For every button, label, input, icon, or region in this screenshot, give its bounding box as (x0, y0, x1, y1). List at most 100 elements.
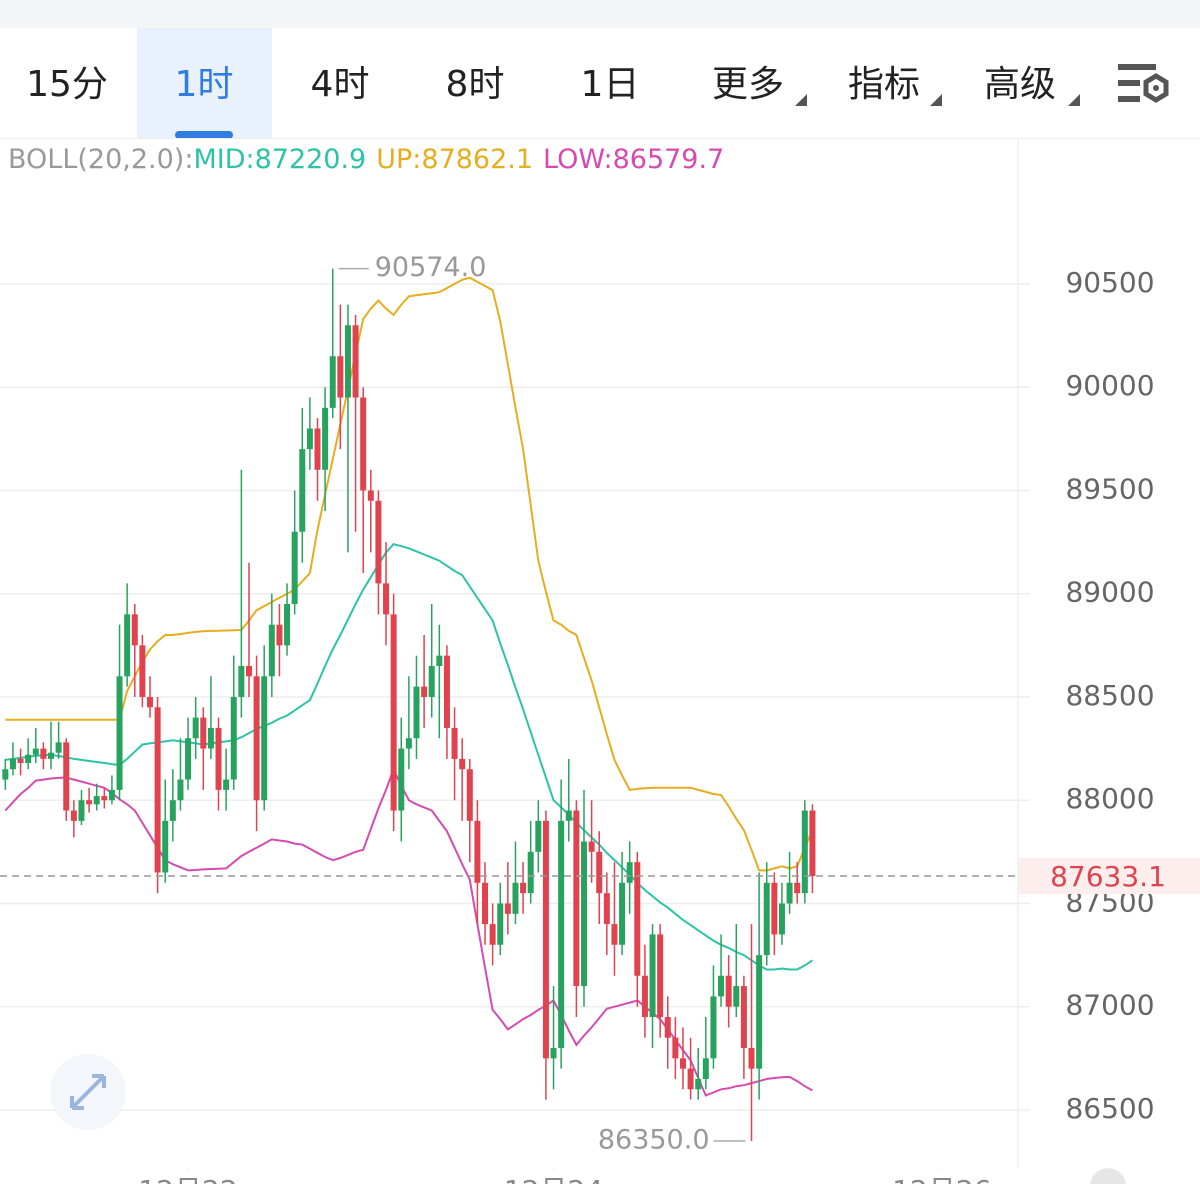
candle-body (482, 882, 489, 925)
tab-bar: 15分 1时 4时 8时 1日 更多 指标 高级 (26, 64, 1056, 105)
tab[interactable]: 8时 (446, 64, 505, 105)
y-tick-label: 89000 (1065, 576, 1154, 609)
tab[interactable]: 1时 (175, 64, 234, 105)
candle-body (78, 800, 85, 821)
candle-body (390, 614, 397, 811)
legend-item: LOW:86579.7 (543, 144, 724, 175)
candle-body (215, 727, 222, 790)
candle-body (352, 325, 359, 398)
settings-icon[interactable] (1118, 64, 1169, 103)
candle-body (763, 882, 770, 956)
candle-body (641, 975, 648, 1018)
tab[interactable]: 指标 (848, 64, 920, 105)
candle-body (276, 624, 283, 646)
candle-body (93, 796, 100, 805)
candle-body (611, 924, 618, 945)
annotation-label: 90574.0 (375, 252, 487, 283)
legend-item: BOLL(20,2.0): (8, 144, 193, 175)
candle-body (116, 676, 123, 790)
candle-body (520, 882, 527, 894)
tab[interactable]: 更多 (712, 64, 784, 105)
candle-body (619, 882, 626, 945)
candle-body (306, 428, 313, 450)
candle-body (626, 862, 633, 883)
indicator-legend: BOLL(20,2.0):MID:87220.9 UP:87862.1 LOW:86… (8, 144, 724, 175)
candle-body (702, 1058, 709, 1079)
candle-body (778, 903, 785, 935)
candle-body (55, 742, 62, 753)
y-tick-label: 88000 (1065, 782, 1154, 815)
candle-body (131, 614, 138, 646)
last-price-label: 87633.1 (1050, 860, 1166, 893)
candle-body (284, 604, 291, 646)
candle-body (405, 738, 412, 749)
candle-body (337, 356, 344, 398)
tab[interactable]: 1日 (581, 64, 640, 105)
candle-body (329, 356, 336, 408)
candle-body (573, 810, 580, 987)
candle-body (413, 686, 420, 739)
y-tick-label: 90500 (1065, 266, 1154, 299)
candle-body (725, 975, 732, 1007)
candle-body (177, 779, 184, 801)
candle-body (504, 903, 511, 914)
x-tick-label: 12月22 (138, 1174, 237, 1184)
candle-body (634, 862, 641, 976)
candle-body (261, 676, 268, 801)
candle-body (474, 820, 481, 883)
candle-body (603, 893, 610, 925)
candle-body (535, 820, 542, 852)
candle-body (786, 882, 793, 904)
candle-body (40, 748, 47, 759)
candle-body (771, 882, 778, 935)
candle-body (154, 707, 161, 873)
candle-body (588, 841, 595, 852)
tab[interactable]: 4时 (311, 64, 370, 105)
y-tick-label: 86500 (1065, 1092, 1154, 1125)
y-tick-label: 89500 (1065, 472, 1154, 505)
expand-button[interactable] (50, 1054, 126, 1130)
candle-body (344, 325, 351, 398)
candle-body (200, 717, 207, 749)
tab[interactable]: 15分 (26, 64, 108, 105)
candle-body (169, 800, 176, 821)
candle-body (550, 1048, 557, 1059)
candle-body (25, 754, 32, 764)
tab[interactable]: 高级 (984, 64, 1056, 105)
candle-body (466, 769, 473, 821)
candle-body (596, 851, 603, 894)
candle-body (360, 397, 367, 491)
x-tick-label: 12月24 (504, 1174, 603, 1184)
candle-body (436, 655, 443, 666)
candle-body (375, 500, 382, 584)
candle-body (809, 810, 816, 876)
candle-body (489, 924, 496, 945)
last-price-box (1018, 857, 1200, 894)
candle-body (558, 820, 565, 1049)
candle-body (139, 645, 146, 697)
candle-body (710, 996, 717, 1059)
candle-body (245, 665, 252, 677)
candle-body (679, 1058, 686, 1069)
candle-body (398, 748, 405, 811)
band-line (5, 276, 814, 872)
candle-body (207, 727, 214, 749)
annotation-label: 86350.0 (598, 1124, 710, 1155)
candle-body (421, 686, 428, 697)
candle-body (512, 882, 519, 914)
candle-body (733, 986, 740, 1007)
candle-body (542, 820, 549, 1059)
candle-body (695, 1078, 702, 1090)
candle-body (124, 614, 131, 677)
candle-body (687, 1068, 694, 1090)
scroll-handle[interactable] (1090, 1168, 1126, 1184)
band-line (5, 542, 813, 971)
candle-body (322, 407, 329, 470)
candle-body (428, 665, 435, 697)
candle-body (443, 655, 450, 728)
candle-body (649, 934, 656, 1018)
dropdown-caret (1068, 94, 1080, 106)
y-tick-label: 87000 (1065, 989, 1154, 1022)
legend-item: MID:87220.9 (193, 144, 366, 175)
